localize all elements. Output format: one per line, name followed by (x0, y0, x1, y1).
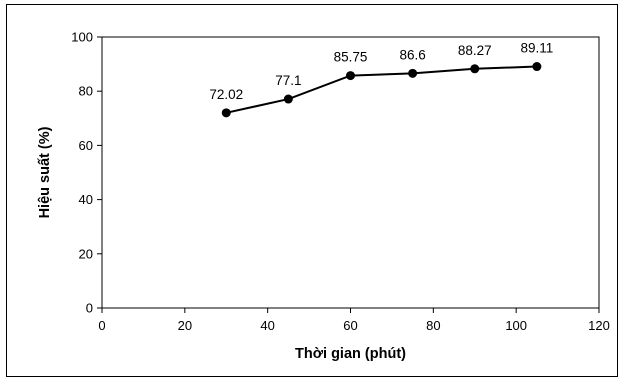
plot-area: 0 20 40 60 80 100 0 20 40 60 80 100 120 72.02 77.1 85.7… (71, 30, 610, 334)
y-tick-label: 40 (79, 192, 93, 207)
data-point (283, 94, 293, 104)
y-tick-label: 60 (79, 138, 93, 153)
data-point (346, 71, 355, 81)
y-tick-label: 0 (86, 301, 93, 316)
x-tick-label: 60 (343, 318, 357, 333)
y-tick-label: 20 (79, 246, 93, 261)
x-tick-label: 120 (588, 318, 610, 333)
data-label: 72.02 (209, 87, 243, 102)
data-label: 86.6 (399, 47, 425, 62)
x-tick-label: 20 (178, 318, 192, 333)
chart-frame (6, 4, 618, 377)
x-tick-label: 80 (426, 318, 440, 333)
data-point (221, 108, 231, 118)
data-point (470, 64, 480, 74)
x-tick-label: 0 (98, 318, 105, 333)
series-line (226, 65, 537, 114)
y-tick-label: 80 (79, 84, 93, 99)
data-point (532, 62, 542, 72)
y-axis-title: Hiệu suất (%) (37, 126, 53, 218)
data-label: 88.27 (458, 43, 492, 58)
x-tick-label: 100 (505, 318, 527, 333)
x-axis-title: Thời gian (phút) (295, 346, 406, 362)
data-label: 85.75 (334, 50, 368, 65)
data-point (408, 68, 418, 78)
data-label: 89.11 (520, 41, 553, 56)
x-tick-label: 40 (260, 318, 274, 333)
y-tick-label: 100 (71, 30, 93, 45)
data-label: 77.1 (275, 73, 301, 88)
